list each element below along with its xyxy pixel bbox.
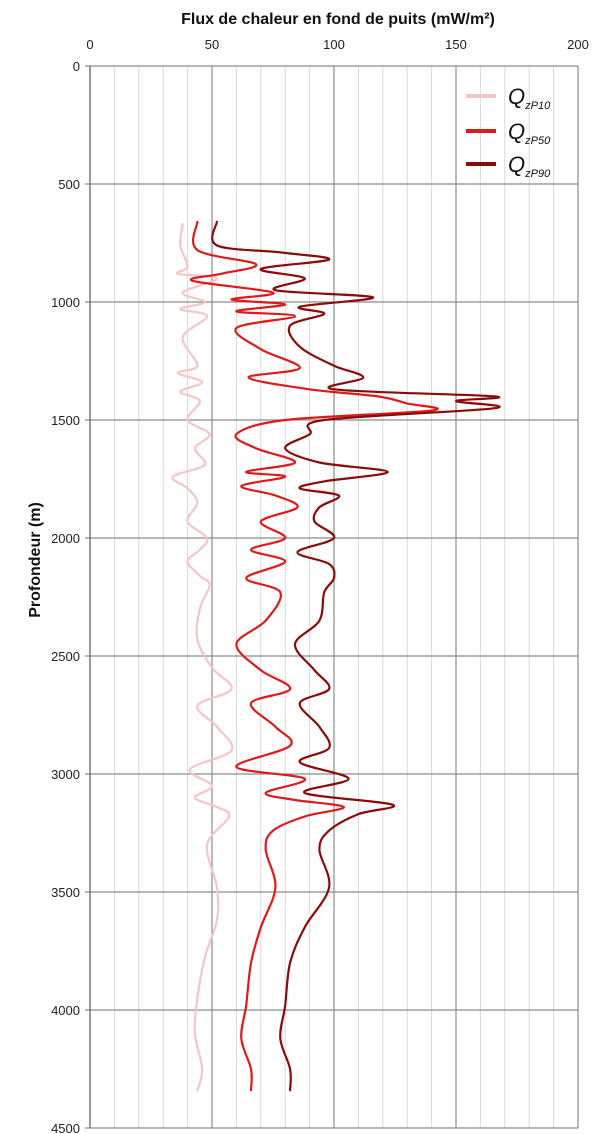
- series-lines: [171, 220, 501, 1092]
- y-tick-label: 1000: [51, 295, 80, 310]
- legend-label-p10-sub: zP10: [524, 100, 551, 112]
- minor-gridlines: [113, 66, 555, 1128]
- legend-label-p50: QzP50: [508, 119, 551, 147]
- y-tick-label: 2500: [51, 649, 80, 664]
- x-tick-label: 0: [86, 37, 93, 52]
- legend-label-p10-main: Q: [508, 84, 525, 109]
- y-tick-label: 3500: [51, 885, 80, 900]
- y-axis-title: Profondeur (m): [27, 502, 44, 618]
- y-tick-label: 0: [73, 59, 80, 74]
- series-line-p90: [211, 220, 501, 1092]
- x-tick-label: 50: [205, 37, 219, 52]
- legend-label-p90: QzP90: [508, 152, 551, 180]
- y-tick-label: 4500: [51, 1121, 80, 1134]
- y-tick-label: 4000: [51, 1003, 80, 1018]
- y-tick-label: 2000: [51, 531, 80, 546]
- legend-label-p50-sub: zP50: [524, 135, 551, 147]
- legend: QzP10 QzP50 QzP90: [466, 84, 551, 180]
- series-line-p10: [171, 223, 234, 1092]
- x-tick-label: 150: [445, 37, 467, 52]
- legend-label-p50-main: Q: [508, 119, 525, 144]
- legend-label-p90-main: Q: [508, 152, 525, 177]
- legend-label-p90-sub: zP90: [524, 168, 551, 180]
- x-tick-label: 200: [567, 37, 589, 52]
- y-tick-labels: 0 500 1000 1500 2000 2500 3000 3500 4000 4500: [51, 59, 80, 1134]
- y-tick-label: 3000: [51, 767, 80, 782]
- legend-label-p10: QzP10: [508, 84, 551, 112]
- y-tick-label: 1500: [51, 413, 80, 428]
- y-tick-label: 500: [58, 177, 80, 192]
- x-tick-label: 100: [323, 37, 345, 52]
- x-axis-title: Flux de chaleur en fond de puits (mW/m²): [181, 11, 495, 28]
- major-gridlines: [85, 65, 579, 1129]
- x-tick-labels: 0 50 100 150 200: [86, 37, 588, 52]
- series-line-p50: [189, 220, 439, 1092]
